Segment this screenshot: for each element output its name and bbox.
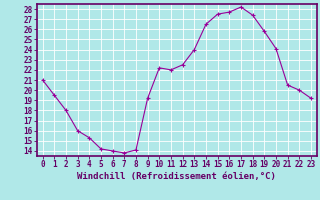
- X-axis label: Windchill (Refroidissement éolien,°C): Windchill (Refroidissement éolien,°C): [77, 172, 276, 181]
